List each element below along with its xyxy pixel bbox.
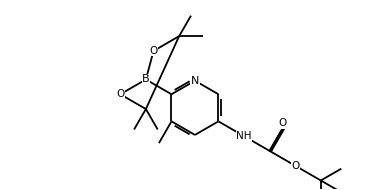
Text: B: B bbox=[142, 74, 150, 85]
Text: NH: NH bbox=[236, 131, 252, 141]
Text: O: O bbox=[149, 46, 158, 56]
Text: O: O bbox=[291, 161, 300, 171]
Text: N: N bbox=[191, 76, 199, 86]
Text: O: O bbox=[278, 118, 286, 128]
Text: O: O bbox=[116, 89, 124, 99]
